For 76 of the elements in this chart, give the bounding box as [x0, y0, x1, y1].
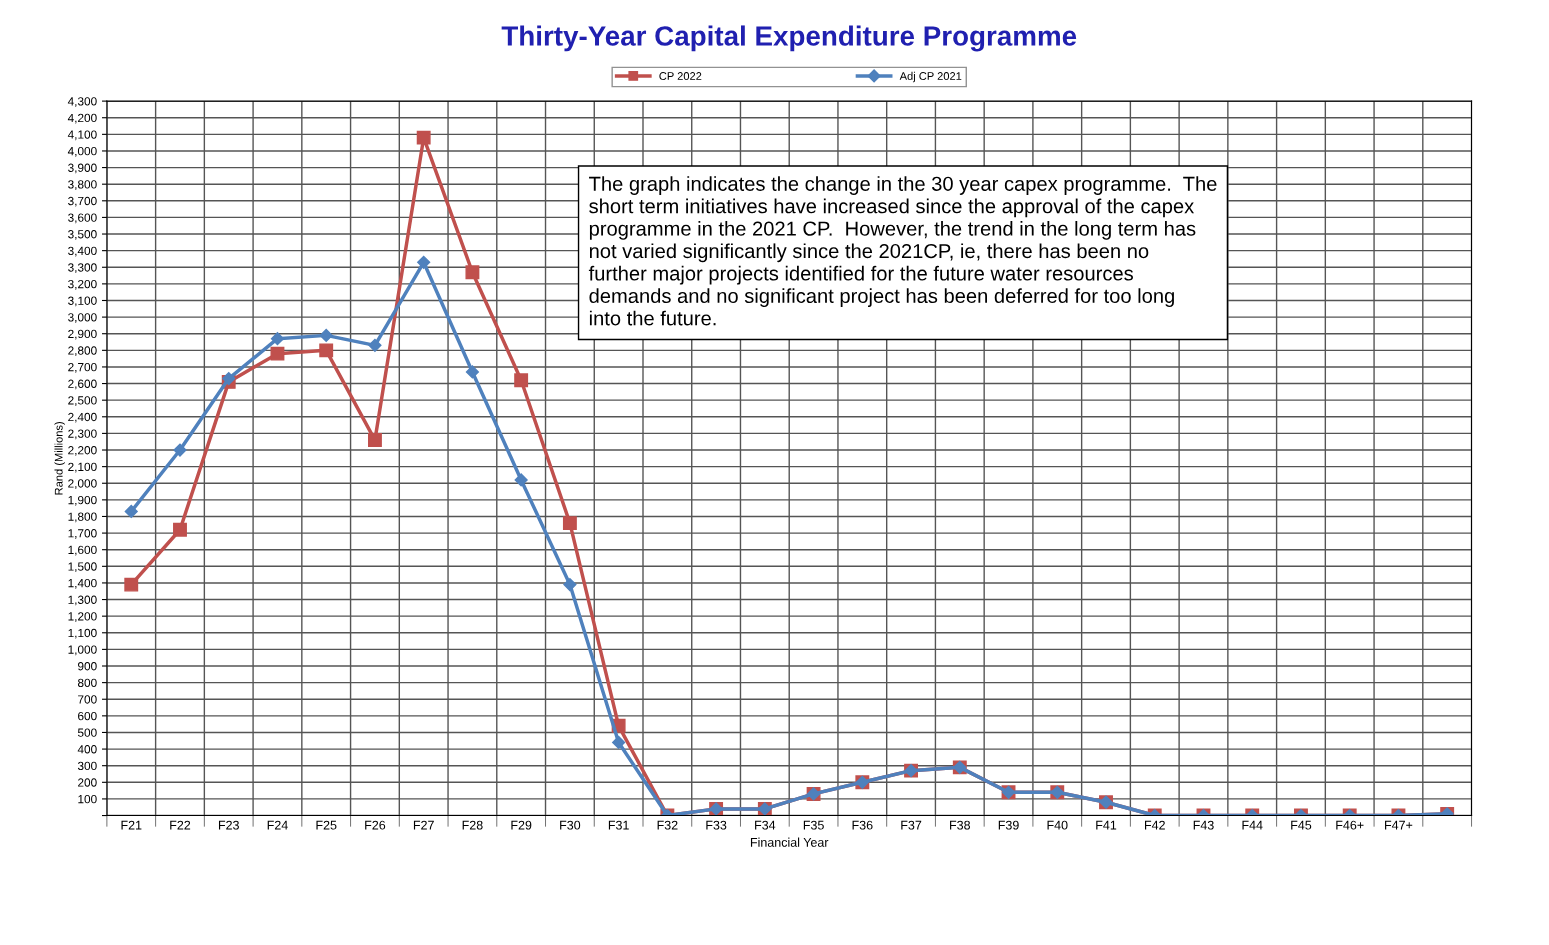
y-tick-label: 100 [78, 794, 97, 804]
x-tick-label: F37 [901, 820, 922, 830]
x-tick-label: F34 [755, 820, 776, 830]
annotation: The graph indicates the change in the 30 year capex programme. The short term initiatives have increased since the approval of the capex programme in the 2021 CP. However, the trend in the long term has not varied significantly since the 2021CP, ie, there has been no further major projects identified for the future water resources demands and no significant project has been deferred for too long into the future. [588, 176, 1217, 326]
x-tick-label: F22 [170, 820, 191, 830]
y-tick-label: 1,400 [68, 578, 97, 589]
y-tick-label: 1,600 [68, 545, 97, 556]
y-tick-label: 1,500 [68, 562, 97, 573]
x-tick-label: F30 [560, 820, 581, 830]
y-tick-label: 3,200 [68, 279, 97, 290]
y-tick-label: 300 [77, 761, 97, 771]
y-tick-label: 2,900 [68, 329, 97, 340]
y-tick-label: 1,900 [68, 495, 97, 506]
y-tick-label: 3,500 [68, 230, 97, 240]
y-tick-label: 1,700 [68, 529, 97, 539]
y-tick-label: 1,200 [68, 612, 97, 622]
x-tick-label: F27 [413, 820, 434, 830]
y-tick-label: 3,400 [68, 246, 97, 257]
x-tick-label: F47+ [1385, 820, 1413, 830]
x-tick-label: F42 [1145, 820, 1165, 830]
y-tick-label: 1,300 [68, 595, 97, 606]
x-tick-label: F36 [852, 820, 873, 830]
y-tick-label: 4,300 [67, 97, 97, 107]
x-tick-label: F28 [462, 820, 483, 830]
y-tick-label: 4,000 [67, 146, 97, 157]
x-tick-label: F32 [657, 820, 678, 830]
y-tick-label: 1,800 [68, 512, 97, 523]
x-tick-label: F21 [121, 820, 142, 830]
y-tick-label: 2,500 [68, 396, 97, 406]
x-tick-label: F45 [1291, 820, 1312, 830]
y-tick-label: 2,100 [68, 462, 97, 473]
y-tick-label: 3,700 [68, 196, 97, 207]
y-tick-label: 2,300 [68, 429, 97, 440]
y-tick-label: 200 [78, 778, 97, 787]
y-tick-label: 4,200 [67, 113, 97, 124]
y-tick-label: 2,800 [68, 346, 97, 357]
y-tick-label: 3,000 [68, 313, 97, 323]
x-tick-label: F35 [803, 820, 824, 830]
y-tick-label: 1,100 [68, 628, 97, 639]
x-tick-label: F31 [608, 820, 629, 830]
y-tick-label: 3,800 [68, 180, 97, 190]
x-tick-label: F25 [316, 820, 337, 830]
y-tick-label: 4,100 [67, 130, 97, 141]
y-tick-label: 800 [77, 678, 97, 688]
x-axis-title: Financial Year [750, 837, 829, 847]
y-tick-label: 500 [77, 728, 97, 737]
y-axis-title: Rand (Millions) [54, 421, 65, 495]
y-tick-label: 1,000 [68, 645, 97, 656]
y-tick-label: 3,900 [68, 163, 97, 174]
x-tick-label: F33 [706, 820, 727, 830]
x-tick-label: F23 [218, 820, 239, 830]
x-tick-label: F29 [511, 820, 532, 830]
x-tick-label: F43 [1193, 820, 1214, 830]
y-tick-label: 3,100 [68, 296, 97, 307]
y-tick-label: 3,300 [68, 263, 97, 274]
y-tick-label: 2,000 [68, 479, 97, 490]
y-tick-label: 3,600 [68, 213, 97, 224]
y-tick-label: 700 [78, 695, 97, 704]
y-tick-label: 2,700 [68, 362, 97, 373]
x-tick-label: F24 [267, 820, 288, 830]
x-tick-label: F40 [1047, 820, 1068, 830]
y-tick-label: 900 [78, 662, 97, 671]
x-tick-label: F26 [365, 820, 386, 830]
x-tick-label: F41 [1096, 820, 1117, 830]
y-tick-label: 2,200 [68, 446, 97, 456]
legend-label: Adj CP 2021 [899, 71, 962, 83]
x-tick-label: F46+ [1336, 820, 1364, 830]
x-tick-label: F39 [998, 820, 1019, 830]
x-tick-label: F38 [950, 820, 971, 830]
chart-title: Thirty-Year Capital Expenditure Programme [501, 25, 1077, 52]
y-tick-label: 400 [77, 745, 97, 754]
x-tick-label: F44 [1242, 820, 1263, 830]
y-tick-label: 2,600 [68, 379, 97, 390]
y-tick-label: 600 [78, 711, 97, 721]
y-tick-label: 2,400 [68, 412, 97, 423]
legend-label: CP 2022 [659, 72, 702, 80]
